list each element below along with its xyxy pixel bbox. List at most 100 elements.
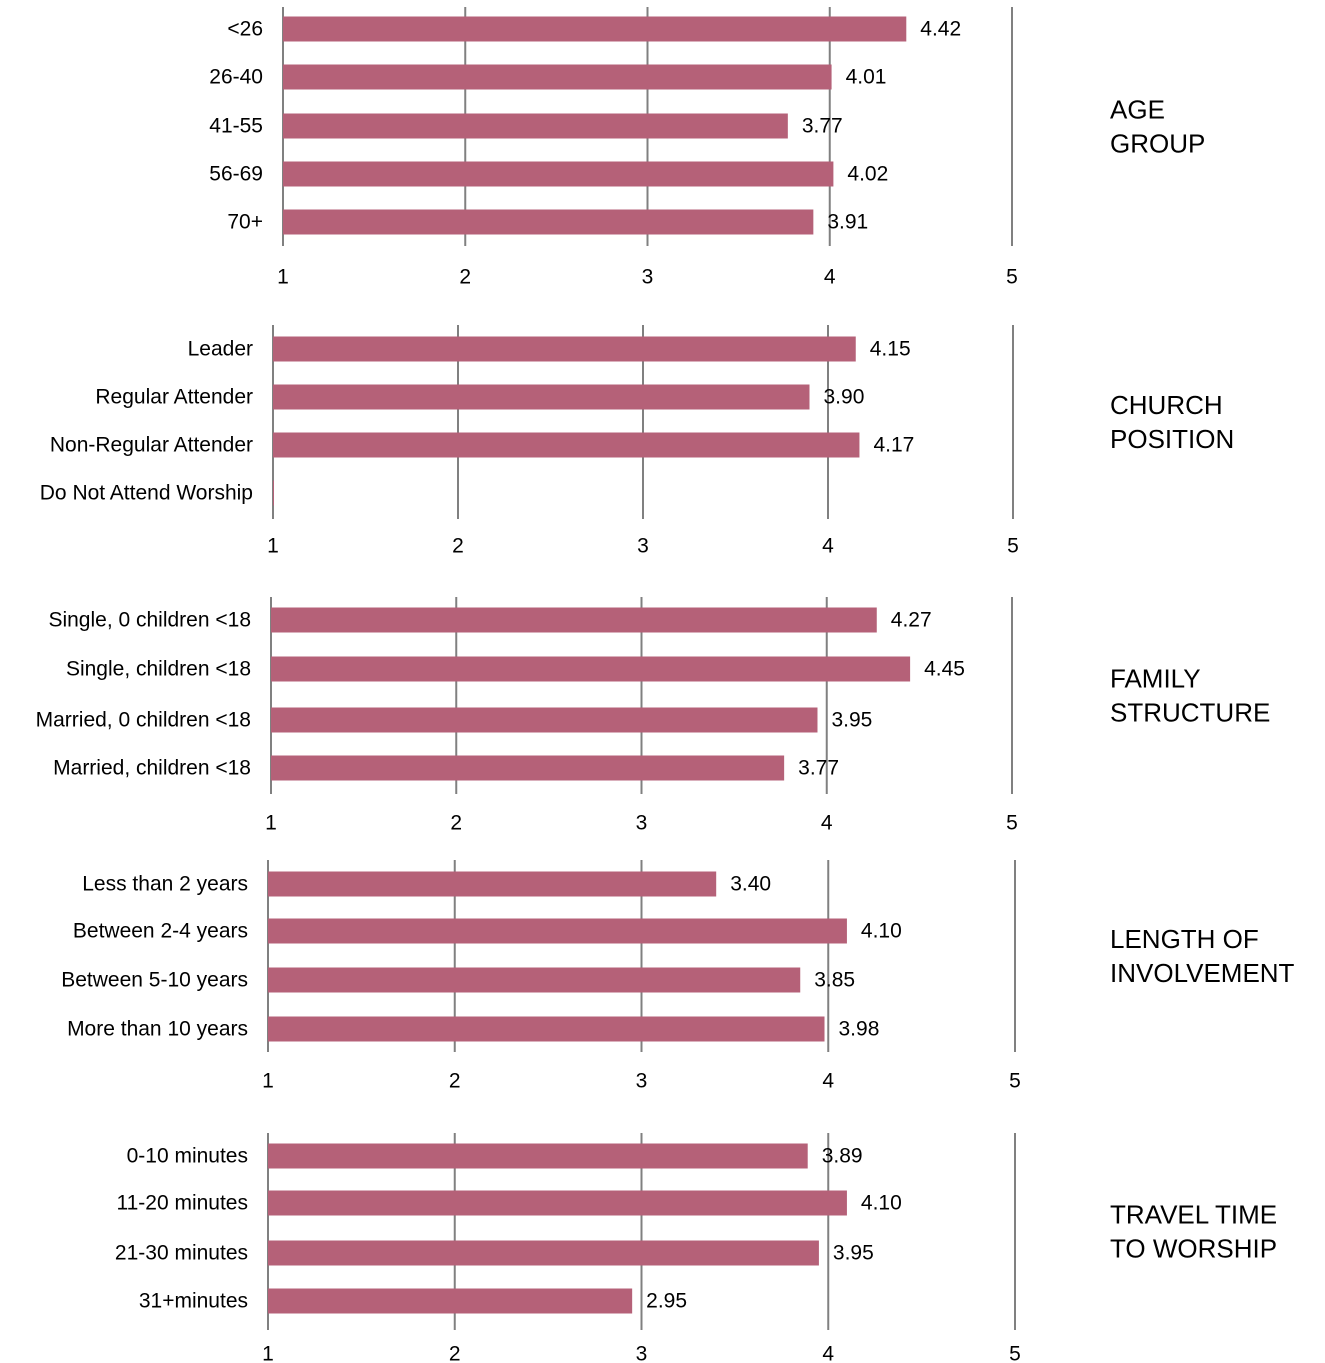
x-tick-label: 1 xyxy=(262,1343,274,1363)
value-label: 3.77 xyxy=(802,115,843,138)
x-tick-label: 4 xyxy=(822,1070,834,1093)
bar xyxy=(273,432,860,458)
category-label: 41-55 xyxy=(209,115,263,138)
category-label: 70+ xyxy=(227,211,263,234)
value-label: 3.98 xyxy=(839,1018,880,1041)
bar xyxy=(268,1240,819,1266)
x-tick-label: 1 xyxy=(267,535,279,558)
x-tick-label: 1 xyxy=(277,266,289,289)
bar xyxy=(268,967,801,993)
value-label: 4.27 xyxy=(891,609,932,632)
group-title: TRAVEL TIME TO WORSHIP xyxy=(1110,1200,1277,1264)
x-tick-label: 3 xyxy=(636,1070,648,1093)
group-title-line: TRAVEL TIME xyxy=(1110,1200,1277,1230)
value-label: 4.45 xyxy=(924,658,965,681)
value-label: 2.95 xyxy=(646,1290,687,1313)
group-title: FAMILY STRUCTURE xyxy=(1110,664,1270,728)
category-label: Between 5-10 years xyxy=(61,969,248,992)
x-tick-label: 5 xyxy=(1006,266,1018,289)
bar xyxy=(271,607,877,633)
value-label: 4.42 xyxy=(920,18,961,41)
category-label: 0-10 minutes xyxy=(127,1145,248,1168)
value-label: 4.10 xyxy=(861,1192,902,1215)
chart-panel-4: Less than 2 years 3.40 Between 2-4 years 4.… xyxy=(61,860,1295,1093)
group-title-line: STRUCTURE xyxy=(1110,698,1270,728)
group-title-line: AGE xyxy=(1110,95,1165,125)
value-label: 3.89 xyxy=(822,1145,863,1168)
x-tick-label: 2 xyxy=(452,535,464,558)
category-label: Married, children <18 xyxy=(53,757,251,780)
bar xyxy=(283,113,788,139)
category-label: <26 xyxy=(227,18,263,41)
group-title: LENGTH OF INVOLVEMENT xyxy=(1110,924,1295,988)
category-label: Single, children <18 xyxy=(66,658,251,681)
bar xyxy=(268,918,847,944)
bar xyxy=(283,209,814,235)
bar xyxy=(271,656,911,682)
x-tick-label: 3 xyxy=(637,535,649,558)
value-label: 3.40 xyxy=(730,873,771,896)
category-label: 11-20 minutes xyxy=(116,1192,248,1215)
bar xyxy=(283,16,907,42)
bar xyxy=(273,336,856,362)
x-tick-label: 5 xyxy=(1009,1070,1021,1093)
x-tick-label: 4 xyxy=(822,1343,834,1363)
category-label: Between 2-4 years xyxy=(73,920,248,943)
category-label: Leader xyxy=(188,338,253,361)
x-tick-label: 3 xyxy=(636,812,648,835)
bar xyxy=(268,1016,825,1042)
x-tick-label: 5 xyxy=(1009,1343,1021,1363)
value-label: 3.91 xyxy=(827,211,868,234)
chart-panel-5: 0-10 minutes 3.89 11-20 minutes 4.10 21-30 m… xyxy=(115,1133,1277,1363)
x-tick-label: 2 xyxy=(449,1343,461,1363)
category-label: More than 10 years xyxy=(67,1018,248,1041)
bar xyxy=(268,871,717,897)
category-label: Non-Regular Attender xyxy=(50,434,253,457)
value-label: 3.95 xyxy=(833,1242,874,1265)
value-label: 4.02 xyxy=(847,163,888,186)
chart-panel-3: Single, 0 children <18 4.27 Single, childr… xyxy=(36,597,1270,835)
value-label: 3.90 xyxy=(824,386,865,409)
value-label: 3.95 xyxy=(831,709,872,732)
bar xyxy=(271,707,818,733)
value-label: 4.10 xyxy=(861,920,902,943)
x-tick-label: 4 xyxy=(824,266,836,289)
x-tick-label: 5 xyxy=(1007,535,1019,558)
value-label: 3.77 xyxy=(798,757,839,780)
bar xyxy=(271,755,785,781)
group-title-line: CHURCH xyxy=(1110,390,1223,420)
group-title-line: FAMILY xyxy=(1110,664,1201,694)
group-title-line: GROUP xyxy=(1110,129,1205,159)
x-tick-label: 2 xyxy=(449,1070,461,1093)
category-label: 21-30 minutes xyxy=(115,1242,248,1265)
bar xyxy=(273,384,810,410)
category-label: Married, 0 children <18 xyxy=(36,709,251,732)
group-title-line: INVOLVEMENT xyxy=(1110,958,1295,988)
category-label: 31+minutes xyxy=(139,1290,248,1313)
category-label: Less than 2 years xyxy=(82,873,248,896)
x-tick-label: 2 xyxy=(450,812,462,835)
category-label: Regular Attender xyxy=(95,386,253,409)
chart-panel-2: Leader 4.15 Regular Attender 3.90 Non-Regula… xyxy=(40,325,1234,558)
x-tick-label: 4 xyxy=(822,535,834,558)
x-tick-label: 4 xyxy=(821,812,833,835)
x-tick-label: 2 xyxy=(459,266,471,289)
value-label: 4.01 xyxy=(846,66,887,89)
bar xyxy=(268,1143,808,1169)
category-label: 26-40 xyxy=(209,66,263,89)
category-label: Do Not Attend Worship xyxy=(40,482,253,505)
x-tick-label: 1 xyxy=(262,1070,274,1093)
bar xyxy=(283,161,834,187)
chart-panel-1: <26 4.42 26-40 4.01 41-55 3.77 56-69 4.02 70+ 3.9… xyxy=(209,7,1205,289)
category-label: 56-69 xyxy=(209,163,263,186)
value-label: 4.15 xyxy=(870,338,911,361)
bar xyxy=(268,1288,633,1314)
value-label: 4.17 xyxy=(873,434,914,457)
bar xyxy=(268,1190,847,1216)
group-title: AGE GROUP xyxy=(1110,95,1205,159)
group-title-line: POSITION xyxy=(1110,424,1234,454)
group-title-line: LENGTH OF xyxy=(1110,924,1259,954)
x-tick-label: 3 xyxy=(642,266,654,289)
group-title: CHURCH POSITION xyxy=(1110,390,1234,454)
